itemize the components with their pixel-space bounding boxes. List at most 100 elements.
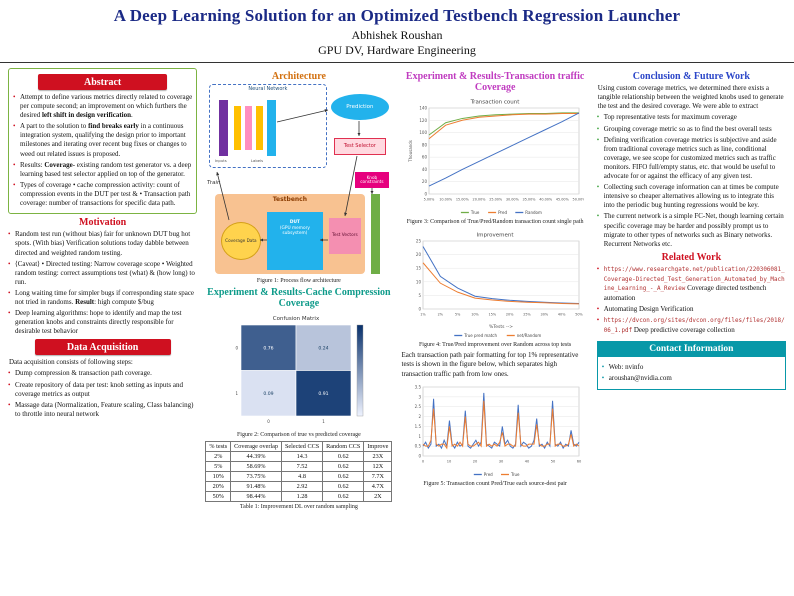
dut-box: DUT (GPU memory subsystem) bbox=[266, 212, 323, 271]
conclusion-paragraph: Using custom coverage metrics, we determ… bbox=[597, 84, 784, 111]
svg-text:10%: 10% bbox=[471, 313, 479, 317]
svg-text:5%: 5% bbox=[455, 313, 461, 317]
data-acquisition-bullets: Dump compression & transaction path cove… bbox=[8, 369, 197, 418]
svg-text:20.00%: 20.00% bbox=[473, 198, 487, 202]
motivation-heading: Motivation bbox=[79, 217, 127, 229]
svg-text:30.00%: 30.00% bbox=[506, 198, 520, 202]
figure5-caption: Figure 5: Transaction count Pred/True ea… bbox=[423, 480, 567, 487]
figure2-confusion-matrix: 0.76 0.24 0.09 0.91 0 1 0 1 Confusion Matrix bbox=[223, 312, 375, 430]
figure4-chart: 0 5 10 15 20 25 1% 2% 5% 10% 15% 20% 25% 30% 40% 50% Imp… bbox=[406, 228, 584, 340]
nn-layer-bar bbox=[266, 100, 276, 157]
table-row: 50% 98.44% 1.28 0.62 2X bbox=[205, 490, 393, 502]
svg-text:net/Random: net/Random bbox=[517, 333, 542, 338]
svg-text:1: 1 bbox=[419, 433, 422, 438]
data-acquisition-heading: Data Acquisition bbox=[34, 339, 171, 356]
svg-text:60: 60 bbox=[577, 459, 582, 463]
nn-layer-bar bbox=[218, 100, 228, 157]
svg-text:Thousands: Thousands bbox=[408, 141, 413, 164]
list-item: https://www.researchgate.net/publication… bbox=[597, 265, 786, 303]
list-item: Attempt to define various metrics direct… bbox=[13, 93, 192, 120]
svg-text:30: 30 bbox=[499, 459, 504, 463]
column-1: Abstract Attempt to define various metri… bbox=[8, 68, 198, 591]
svg-text:5: 5 bbox=[419, 293, 422, 298]
svg-text:Confusion Matrix: Confusion Matrix bbox=[273, 316, 320, 322]
improvement-table: % tests Coverage overlap Selected CCS Ra… bbox=[205, 440, 393, 502]
transaction-results-heading: Experiment & Results-Transaction traffic… bbox=[405, 71, 585, 94]
coverage-data-node: Coverage Data bbox=[220, 222, 261, 261]
svg-text:Improvement: Improvement bbox=[477, 233, 515, 239]
svg-text:20%: 20% bbox=[506, 313, 514, 317]
svg-text:40: 40 bbox=[422, 167, 428, 172]
column-2: Architecture Neural Network Inputs Label… bbox=[204, 68, 393, 591]
contact-section: Contact Information Web: nvinfo aroushan… bbox=[596, 340, 786, 390]
svg-text:20: 20 bbox=[422, 180, 428, 185]
svg-text:50%: 50% bbox=[575, 313, 583, 317]
list-item: Top representative tests for maximum cov… bbox=[597, 113, 786, 122]
table1-caption: Table 1: Improvement DL over random samp… bbox=[239, 503, 358, 510]
list-item: https://dvcon.org/sites/dvcon.org/files/… bbox=[597, 316, 786, 335]
list-item: Automating Design Verification bbox=[597, 305, 786, 314]
list-item: Grouping coverage metric so as to find t… bbox=[597, 125, 786, 134]
svg-text:Pred: Pred bbox=[498, 210, 507, 215]
svg-text:45.00%: 45.00% bbox=[556, 198, 570, 202]
contact-heading: Contact Information bbox=[597, 341, 785, 357]
column-3: Experiment & Results-Transaction traffic… bbox=[401, 68, 590, 591]
svg-text:3.5: 3.5 bbox=[415, 384, 422, 389]
figure2-caption: Figure 2: Comparison of true vs predicte… bbox=[236, 431, 361, 438]
svg-text:10: 10 bbox=[447, 459, 452, 463]
contact-web: Web: nvinfo bbox=[602, 363, 781, 372]
contact-list: Web: nvinfo aroushan@nvidia.com bbox=[598, 359, 785, 387]
test-selector-box: Test Selector bbox=[333, 138, 386, 156]
svg-text:1%: 1% bbox=[420, 313, 426, 317]
column-4: Conclusion & Future Work Using custom co… bbox=[596, 68, 786, 591]
svg-text:20: 20 bbox=[416, 252, 422, 257]
list-item: Collecting such coverage information can… bbox=[597, 183, 786, 210]
testbench-label: Testbench bbox=[272, 196, 308, 204]
poster-header: A Deep Learning Solution for an Optimize… bbox=[0, 0, 794, 63]
list-item: A part to the solution to find breaks ea… bbox=[13, 122, 192, 158]
svg-text:0.09: 0.09 bbox=[263, 390, 273, 396]
contact-email[interactable]: aroushan@nvidia.com bbox=[602, 374, 781, 383]
svg-text:0: 0 bbox=[235, 345, 238, 350]
abstract-section: Abstract Attempt to define various metri… bbox=[8, 68, 198, 215]
svg-text:0: 0 bbox=[419, 307, 422, 312]
svg-text:0: 0 bbox=[422, 459, 425, 463]
transaction-paragraph: Each transaction path pair formatting fo… bbox=[401, 351, 579, 378]
svg-text:0: 0 bbox=[419, 453, 422, 458]
svg-text:True: True bbox=[510, 472, 520, 477]
labels-label: Labels bbox=[250, 158, 264, 164]
svg-text:2.5: 2.5 bbox=[415, 404, 422, 409]
figure3-caption: Figure 3: Comparison of True/Pred/Random… bbox=[406, 219, 584, 226]
svg-text:1.5: 1.5 bbox=[415, 424, 422, 429]
svg-text:2: 2 bbox=[419, 414, 422, 419]
neural-network-label: Neural Network bbox=[248, 86, 288, 93]
poster-title: A Deep Learning Solution for an Optimize… bbox=[113, 6, 681, 25]
svg-text:20: 20 bbox=[473, 459, 478, 463]
poster-affiliation: GPU DV, Hardware Engineering bbox=[318, 43, 476, 57]
list-item: ⟨Caveat⟩ • Directed testing: Narrow cove… bbox=[8, 260, 197, 287]
svg-text:40.00%: 40.00% bbox=[539, 198, 553, 202]
svg-text:0: 0 bbox=[425, 192, 428, 197]
svg-text:60: 60 bbox=[422, 155, 428, 160]
list-item: Create repository of data per test: knob… bbox=[8, 381, 197, 399]
related-work-link[interactable]: https://dvcon.org/sites/dvcon.org/files/… bbox=[603, 318, 785, 334]
poster-columns: Abstract Attempt to define various metri… bbox=[0, 63, 794, 591]
svg-text:2%: 2% bbox=[438, 313, 444, 317]
table-row: 20% 91.48% 2.92 0.62 4.7X bbox=[205, 480, 393, 492]
cache-results-heading: Experiment & Results-Cache Compression C… bbox=[207, 287, 391, 310]
svg-text:35.00%: 35.00% bbox=[523, 198, 537, 202]
knob-constraints-box: Knob constraints bbox=[354, 172, 389, 189]
related-work-link[interactable]: https://www.researchgate.net/publication… bbox=[603, 266, 785, 293]
abstract-bullets: Attempt to define various metrics direct… bbox=[13, 93, 192, 208]
inputs-label: Inputs bbox=[214, 158, 227, 164]
svg-text:25%: 25% bbox=[523, 313, 531, 317]
conclusion-bullets: Top representative tests for maximum cov… bbox=[597, 113, 786, 248]
neural-network-box bbox=[208, 84, 327, 169]
svg-text:50: 50 bbox=[551, 459, 556, 463]
green-bar bbox=[370, 194, 380, 275]
figure3-chart: 0 20 40 60 80 100 120 140 5.00% 10.00% 15.00% 20.00… bbox=[406, 95, 586, 217]
svg-text:3: 3 bbox=[419, 394, 422, 399]
svg-text:25.00%: 25.00% bbox=[489, 198, 503, 202]
svg-text:1: 1 bbox=[322, 419, 325, 424]
svg-text:Random: Random bbox=[525, 210, 542, 215]
